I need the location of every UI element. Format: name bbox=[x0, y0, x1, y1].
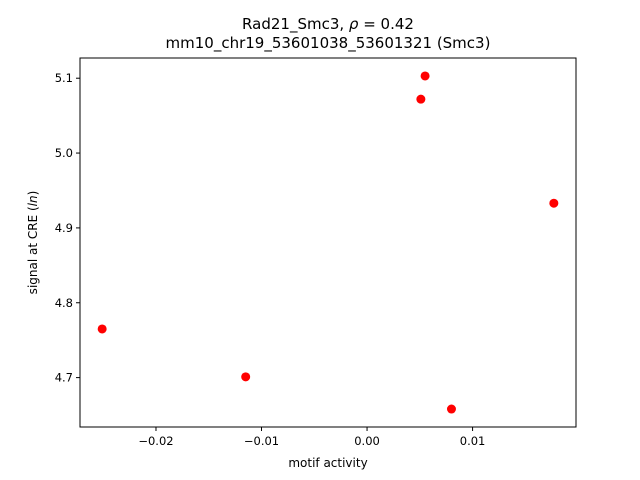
data-point bbox=[446, 404, 456, 414]
x-tick-label: −0.01 bbox=[244, 434, 279, 448]
chart-title-line2: mm10_chr19_53601038_53601321 (Smc3) bbox=[166, 34, 491, 53]
y-tick-label: 4.9 bbox=[55, 221, 73, 235]
y-tick-label: 4.7 bbox=[55, 371, 73, 385]
x-tick-label: −0.02 bbox=[138, 434, 173, 448]
data-point bbox=[420, 71, 430, 81]
data-point bbox=[97, 324, 107, 334]
data-point bbox=[416, 94, 426, 104]
y-tick-label: 4.8 bbox=[55, 296, 73, 310]
y-axis-label: signal at CRE (ln) bbox=[26, 191, 40, 295]
x-tick-label: 0.01 bbox=[460, 434, 486, 448]
plot-area: −0.02 −0.01 0.00 0.01 4.7 4.8 4.9 5.0 5.1 bbox=[55, 71, 559, 448]
y-tick-label: 5.1 bbox=[55, 71, 73, 85]
y-tick-label: 5.0 bbox=[55, 146, 73, 160]
chart-title-line1: Rad21_Smc3, ρ = 0.42 bbox=[242, 15, 414, 34]
data-point bbox=[549, 198, 559, 208]
x-tick-label: 0.00 bbox=[354, 434, 380, 448]
axes-frame bbox=[79, 57, 577, 428]
x-axis-label: motif activity bbox=[288, 456, 367, 470]
data-point bbox=[241, 372, 251, 382]
